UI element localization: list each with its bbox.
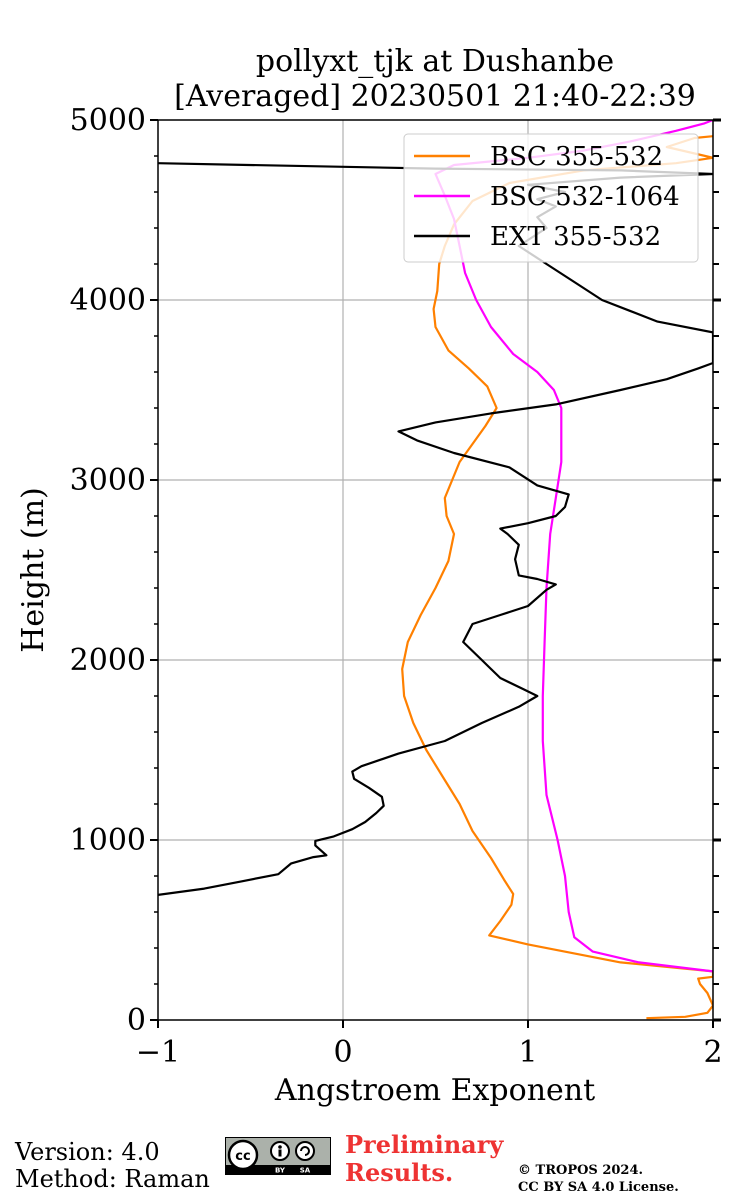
y-tick-label: 1000 [70,823,146,858]
cc-by-sa-icon: cc BY SA [225,1137,331,1175]
y-tick-label: 2000 [70,643,146,678]
legend-label: BSC 355-532 [490,142,663,172]
series-line-bsc-355-532 [401,135,713,1020]
svg-text:cc: cc [235,1149,250,1164]
legend-label: EXT 355-532 [490,222,661,252]
legend-box [403,133,699,263]
y-tick-label: 4000 [70,283,146,318]
x-tick-label: 0 [333,1035,352,1070]
copyright-text: © TROPOS 2024. [518,1163,644,1178]
version-text: Version: 4.0 [15,1138,160,1166]
y-tick-label: 0 [127,1003,146,1038]
y-axis-label: Height (m) [16,487,51,652]
results-label: Results. [345,1158,454,1187]
legend-label: BSC 532-1064 [490,182,680,212]
cc-by-label: BY [275,1167,286,1175]
preliminary-label: Preliminary [345,1130,504,1159]
series-line-ext-355-532 [158,162,713,896]
x-tick-label: 2 [703,1035,722,1070]
cc-sa-label: SA [300,1167,311,1175]
method-text: Method: Raman [15,1165,210,1193]
license-text: CC BY SA 4.0 License. [518,1180,679,1195]
x-axis-label: Angstroem Exponent [274,1073,595,1108]
chart-title-line-2: [Averaged] 20230501 21:40-22:39 [174,79,696,114]
chart-title-line-1: pollyxt_tjk at Dushanbe [255,44,615,79]
x-tick-label: −1 [136,1035,180,1070]
y-tick-label: 3000 [70,463,146,498]
y-tick-label: 5000 [70,103,146,138]
x-tick-label: 1 [518,1035,537,1070]
plot-frame [157,119,714,1021]
